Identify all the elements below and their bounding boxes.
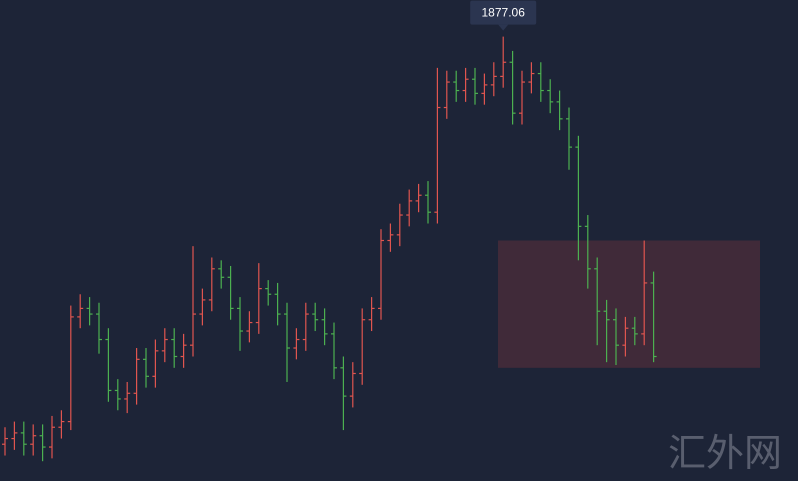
- watermark: 汇外网: [668, 431, 782, 475]
- peak-tag-pointer: [498, 24, 509, 31]
- price-zone: [498, 240, 760, 368]
- peak-tag-box: [470, 0, 537, 25]
- peak-tag-label: 1877.06: [482, 6, 526, 20]
